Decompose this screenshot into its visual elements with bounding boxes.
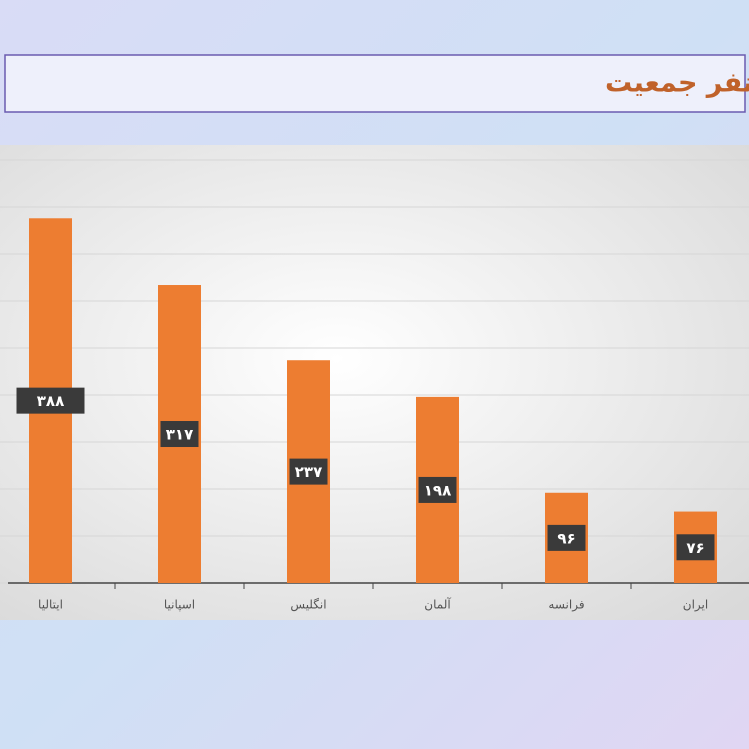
value-label-box xyxy=(16,387,85,414)
value-label-box xyxy=(547,524,586,551)
value-label-box xyxy=(160,421,199,448)
value-label-box xyxy=(418,476,457,503)
value-label-box xyxy=(676,534,715,561)
value-label-box xyxy=(289,458,328,485)
value-label: ۲۳۷ xyxy=(295,463,322,481)
plot-panel xyxy=(0,145,749,620)
chart-title: تعداد وکیل به ازای هر ۱۰۰ هزار نفر جمعیت xyxy=(605,68,749,99)
value-label: ۳۸۸ xyxy=(37,392,64,410)
x-tick-label: ایران xyxy=(683,598,708,613)
value-label: ۳۱۷ xyxy=(166,426,193,444)
value-label: ۷۶ xyxy=(686,539,704,557)
value-label: ۹۶ xyxy=(557,529,575,547)
x-tick-label: انگلیس xyxy=(290,598,326,613)
value-label: ۱۹۸ xyxy=(424,481,451,499)
x-tick-label: فرانسه xyxy=(548,598,584,613)
title-box xyxy=(4,54,746,113)
x-tick-label: آلمان xyxy=(424,597,451,612)
x-tick-label: اسپانیا xyxy=(164,598,195,612)
x-tick-label: ایتالیا xyxy=(38,598,63,612)
